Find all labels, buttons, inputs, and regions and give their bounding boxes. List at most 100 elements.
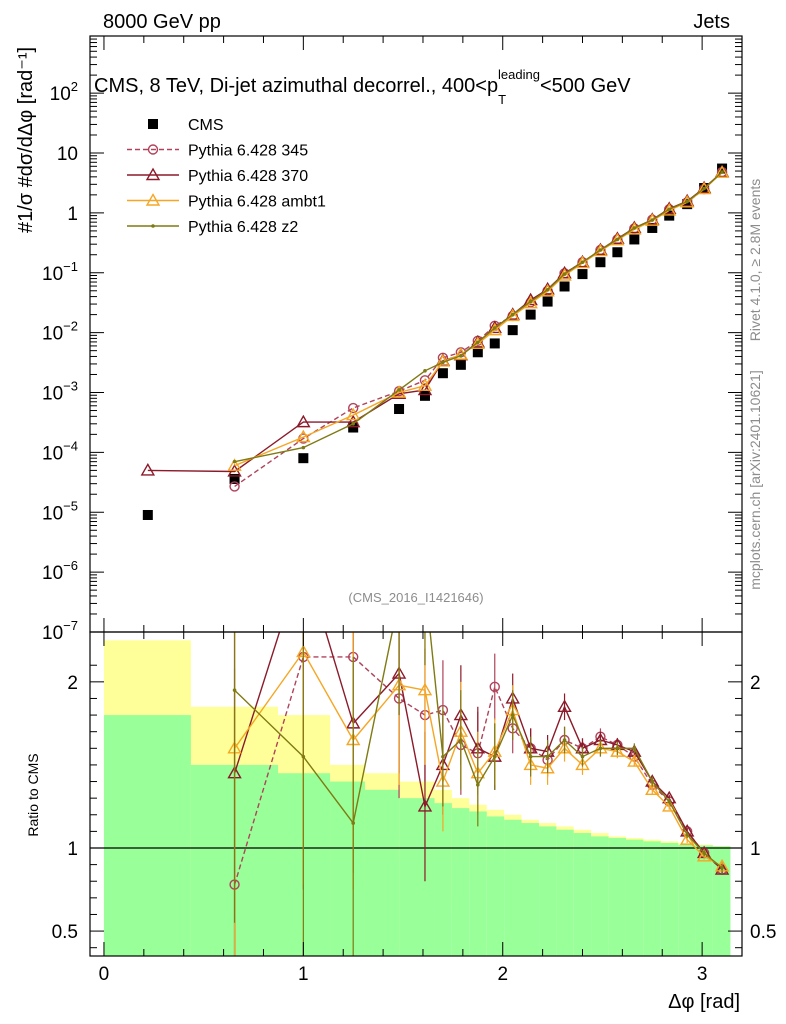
data-point bbox=[417, 382, 433, 396]
y-tick-label: 10−6 bbox=[42, 558, 78, 584]
y-tick-base: 10 bbox=[42, 443, 63, 464]
data-point bbox=[557, 268, 572, 281]
data-point bbox=[351, 422, 355, 426]
data-point bbox=[455, 359, 466, 370]
green-band-bin bbox=[330, 781, 365, 956]
data-point bbox=[598, 248, 603, 252]
series-line bbox=[234, 172, 723, 467]
y-tick-label: 10 bbox=[57, 144, 78, 165]
ratio-axis-label: Ratio to CMS bbox=[25, 753, 41, 836]
chart-title-sub: T bbox=[498, 92, 506, 107]
header-left: 8000 GeV pp bbox=[103, 11, 221, 33]
data-point bbox=[510, 312, 515, 317]
data-point bbox=[562, 272, 567, 276]
y-tick-base: 10 bbox=[42, 563, 63, 584]
y-tick-exponent: −6 bbox=[63, 558, 78, 573]
x-axis-label: Δφ [rad] bbox=[668, 991, 740, 1013]
rivet-version-label: Rivet 4.1.0, ≥ 2.8M events bbox=[747, 179, 763, 342]
data-point bbox=[645, 213, 660, 226]
data-point bbox=[595, 257, 606, 268]
legend-marker bbox=[151, 224, 155, 228]
ratio-point bbox=[459, 738, 463, 742]
series-2 bbox=[140, 164, 730, 477]
y-tick-label: 10−2 bbox=[42, 319, 78, 345]
ratio-tick-label: 1 bbox=[67, 839, 78, 860]
data-point bbox=[470, 336, 486, 350]
ratio-tick-label-right: 0.5 bbox=[750, 922, 776, 943]
green-band-bin bbox=[399, 798, 435, 956]
ratio-point bbox=[685, 832, 689, 837]
data-point bbox=[140, 462, 156, 476]
y-tick-base: 10 bbox=[42, 324, 63, 345]
ratio-point bbox=[650, 779, 655, 784]
data-point bbox=[627, 221, 642, 235]
green-band-bin bbox=[504, 819, 522, 956]
data-point bbox=[459, 354, 463, 358]
green-band-bin bbox=[278, 773, 331, 956]
y-tick-exponent: −4 bbox=[63, 438, 78, 453]
ratio-point bbox=[615, 746, 620, 751]
data-point bbox=[487, 322, 502, 336]
ratio-series-4 bbox=[232, 632, 724, 956]
data-point bbox=[394, 404, 405, 415]
data-point bbox=[298, 453, 309, 464]
ratio-tick-label: 0.5 bbox=[52, 922, 78, 943]
green-band-bin bbox=[486, 816, 505, 956]
legend-entry: Pythia 6.428 ambt1 bbox=[127, 193, 326, 211]
x-tick-label: 0 bbox=[99, 964, 110, 985]
y-tick-exponent: −2 bbox=[63, 319, 78, 334]
ratio-line bbox=[233, 656, 723, 885]
ratio-point bbox=[351, 821, 355, 825]
x-tick-label: 3 bbox=[697, 964, 708, 985]
y-tick-base: 10 bbox=[42, 503, 63, 524]
green-band-bin bbox=[521, 823, 540, 956]
y-tick-label: 10−5 bbox=[42, 498, 78, 524]
data-point bbox=[667, 207, 672, 212]
y-tick-exponent: −7 bbox=[63, 618, 78, 633]
ratio-point bbox=[441, 754, 445, 759]
data-point bbox=[610, 232, 625, 246]
ratio-tick-label-right: 2 bbox=[750, 673, 761, 694]
ratio-tick-label-right: 1 bbox=[750, 839, 761, 860]
data-point bbox=[296, 414, 311, 428]
data-point bbox=[685, 199, 689, 204]
data-point bbox=[647, 222, 658, 233]
data-point bbox=[559, 281, 570, 292]
ratio-point bbox=[714, 862, 730, 875]
data-point bbox=[650, 218, 655, 222]
ratio-line bbox=[234, 650, 723, 867]
data-point bbox=[472, 347, 483, 358]
data-point bbox=[542, 296, 553, 307]
chart-title-main: CMS, 8 TeV, Di-jet azimuthal decorrel., … bbox=[94, 75, 498, 97]
data-point bbox=[227, 458, 242, 471]
ratio-point bbox=[702, 851, 706, 855]
series-line bbox=[234, 171, 723, 463]
data-point bbox=[540, 283, 555, 297]
data-point bbox=[714, 165, 730, 178]
data-point bbox=[441, 360, 445, 365]
chart-title-tail: <500 GeV bbox=[540, 75, 631, 97]
ratio-point bbox=[301, 754, 306, 759]
y-tick-base: 10 bbox=[42, 623, 63, 644]
y-tick-label: 10−4 bbox=[42, 438, 78, 464]
ratio-point bbox=[667, 799, 672, 804]
data-point bbox=[489, 338, 500, 349]
data-point bbox=[682, 199, 693, 210]
legend: CMS Pythia 6.428 345 Pythia 6.428 370 Pythi… bbox=[127, 117, 326, 236]
green-band-bin bbox=[364, 789, 400, 956]
ratio-point bbox=[510, 713, 515, 717]
legend-entry: CMS bbox=[148, 117, 224, 134]
y-tick-exponent: −5 bbox=[63, 498, 78, 513]
ratio-point bbox=[610, 744, 625, 757]
series-3 bbox=[227, 165, 730, 471]
ratio-series bbox=[227, 632, 730, 956]
data-point bbox=[575, 255, 590, 269]
data-point bbox=[612, 247, 623, 258]
y-axis-label: #1/σ #dσ/dΔφ [rad⁻¹] bbox=[15, 47, 37, 233]
x-tick-label: 2 bbox=[497, 964, 508, 985]
data-point bbox=[662, 202, 677, 216]
ratio-point bbox=[632, 746, 637, 751]
legend-entry: Pythia 6.428 345 bbox=[127, 143, 308, 160]
green-band-bin bbox=[660, 843, 679, 956]
